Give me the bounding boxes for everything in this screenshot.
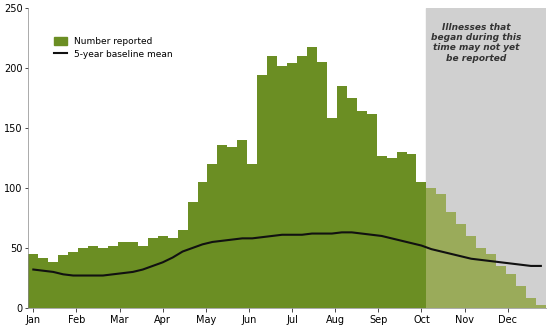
Bar (436, 194, 446, 308)
Bar (406, 154, 416, 308)
Bar (526, 298, 536, 308)
Bar (287, 63, 297, 308)
Bar (397, 152, 406, 308)
Bar (416, 182, 426, 308)
Bar (347, 98, 357, 308)
Bar (248, 164, 257, 308)
Bar (58, 255, 68, 308)
Bar (68, 252, 78, 308)
Bar (506, 274, 516, 308)
Bar (476, 248, 486, 308)
Bar (98, 248, 108, 308)
Bar (377, 156, 387, 308)
Bar (337, 86, 347, 308)
Bar (78, 248, 88, 308)
Bar (426, 188, 436, 308)
Bar (217, 145, 227, 308)
Bar (516, 286, 526, 308)
Bar (118, 242, 128, 308)
Bar (456, 224, 466, 308)
Bar (158, 236, 168, 308)
Bar (227, 147, 238, 308)
Bar (536, 306, 546, 308)
Bar (327, 118, 337, 308)
Bar (128, 242, 138, 308)
Bar (178, 230, 188, 308)
Bar (207, 164, 217, 308)
Bar (88, 245, 98, 308)
Bar (357, 111, 367, 308)
Bar (257, 75, 267, 308)
Bar (148, 238, 158, 308)
Bar (387, 158, 397, 308)
Bar (168, 238, 178, 308)
Bar (138, 245, 148, 308)
Bar (48, 262, 58, 308)
Bar (367, 114, 377, 308)
Bar (197, 182, 207, 308)
Bar (446, 212, 456, 308)
Bar (307, 46, 317, 308)
Bar (426, 8, 546, 308)
Bar (188, 202, 197, 308)
Bar (267, 56, 277, 308)
Bar (238, 140, 248, 308)
Text: Illnesses that
began during this
time may not yet
be reported: Illnesses that began during this time ma… (431, 23, 521, 63)
Bar (317, 62, 327, 308)
Bar (29, 254, 38, 308)
Bar (108, 245, 118, 308)
Bar (496, 266, 506, 308)
Bar (39, 258, 48, 308)
Bar (466, 236, 476, 308)
Bar (486, 254, 496, 308)
Bar (297, 56, 307, 308)
Bar (277, 66, 287, 308)
Legend: Number reported, 5-year baseline mean: Number reported, 5-year baseline mean (53, 37, 173, 59)
